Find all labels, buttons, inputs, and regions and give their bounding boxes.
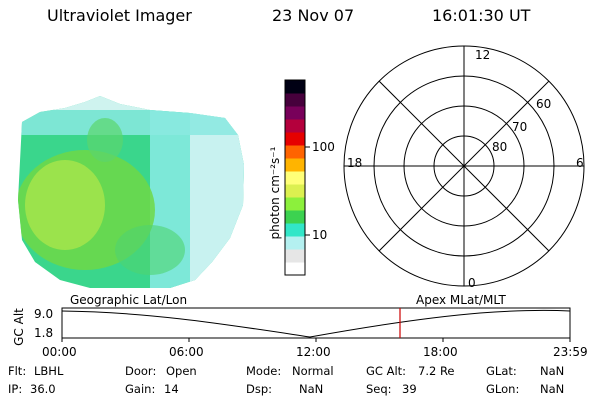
colorbar-stripe	[285, 171, 305, 185]
flt-value: LBHL	[34, 364, 64, 378]
orbit-xtick-4: 23:59	[553, 345, 588, 359]
orbit-ytick-top: 9.0	[34, 307, 54, 321]
seq-label: Seq:	[366, 382, 392, 396]
polar-label-left: 18	[347, 156, 363, 170]
colorbar-stripe	[285, 158, 305, 172]
orbit-xtick-0: 00:00	[42, 345, 77, 359]
gcalt-label: GC Alt:	[366, 364, 407, 378]
colorbar-stripe	[285, 106, 305, 120]
orbit-xtick-1: 06:00	[169, 345, 204, 359]
ip-value: 36.0	[30, 382, 56, 396]
glat-label: GLat:	[486, 364, 517, 378]
gcalt-value: 7.2 Re	[418, 364, 455, 378]
colorbar-stripe	[285, 223, 305, 237]
mode-label: Mode:	[246, 364, 282, 378]
polar-label-bottom: 0	[468, 276, 476, 290]
seq-value: 39	[402, 382, 417, 396]
orbit-right-title: Apex MLat/MLT	[416, 293, 506, 307]
instrument-title: Ultraviolet Imager	[47, 6, 192, 25]
colorbar-stripe	[285, 210, 305, 224]
colorbar-stripe	[285, 93, 305, 107]
colorbar-stripe	[285, 132, 305, 146]
glat-value: NaN	[540, 364, 565, 378]
glon-label: GLon:	[486, 382, 520, 396]
colorbar-tick-10: 10	[312, 228, 328, 242]
colorbar-stripe	[285, 236, 305, 250]
dsp-label: Dsp:	[246, 382, 273, 396]
orbit-xtick-3: 18:00	[423, 345, 458, 359]
door-value: Open	[166, 364, 197, 378]
colorbar-stripe	[285, 262, 305, 276]
ip-label: IP:	[8, 382, 23, 396]
orbit-left-title: Geographic Lat/Lon	[70, 293, 188, 307]
orbit-ytick-bottom: 1.8	[34, 326, 54, 340]
flt-label: Flt:	[8, 364, 27, 378]
polar-lat-70: 70	[512, 120, 528, 134]
colorbar-stripe	[285, 145, 305, 159]
mode-value: Normal	[292, 364, 334, 378]
polar-lat-80: 80	[492, 140, 508, 154]
colorbar-stripe	[285, 197, 305, 211]
polar-label-top: 12	[475, 48, 491, 62]
colorbar-tick-100: 100	[312, 140, 335, 154]
polar-lat-60: 60	[536, 97, 552, 111]
door-label: Door:	[125, 364, 157, 378]
dsp-value: NaN	[299, 382, 324, 396]
polar-label-right: 6	[576, 156, 584, 170]
time-label: 16:01:30 UT	[432, 6, 531, 25]
colorbar	[285, 80, 305, 276]
gain-label: Gain:	[125, 382, 156, 396]
colorbar-stripe	[285, 119, 305, 133]
gain-value: 14	[164, 382, 179, 396]
colorbar-stripe	[285, 249, 305, 263]
colorbar-stripe	[285, 184, 305, 198]
colorbar-stripe	[285, 80, 305, 94]
date-label: 23 Nov 07	[272, 6, 355, 25]
glon-value: NaN	[540, 382, 565, 396]
orbit-xtick-2: 12:00	[296, 345, 331, 359]
